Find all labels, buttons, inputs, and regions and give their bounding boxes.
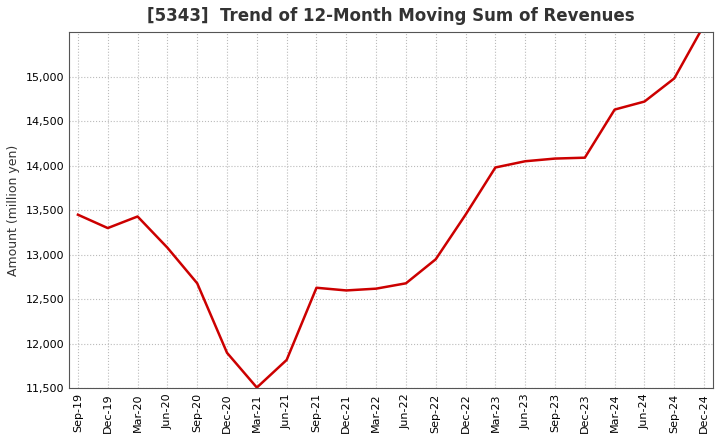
Y-axis label: Amount (million yen): Amount (million yen) xyxy=(7,145,20,276)
Title: [5343]  Trend of 12-Month Moving Sum of Revenues: [5343] Trend of 12-Month Moving Sum of R… xyxy=(147,7,635,25)
